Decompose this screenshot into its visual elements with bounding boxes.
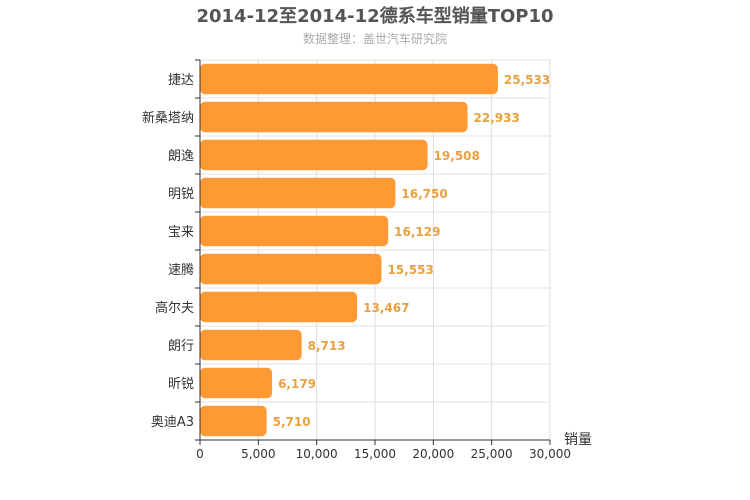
- category-label: 昕锐: [168, 377, 194, 392]
- data-label: 19,508: [434, 149, 480, 163]
- category-label: 朗行: [168, 339, 194, 354]
- data-label: 5,710: [273, 415, 311, 429]
- data-label: 16,750: [401, 187, 447, 201]
- category-label: 宝来: [168, 225, 194, 240]
- bar[interactable]: [200, 329, 302, 361]
- category-label: 奥迪A3: [151, 415, 194, 430]
- data-label: 22,933: [474, 111, 520, 125]
- bar[interactable]: [200, 405, 267, 437]
- chart-subtitle: 数据整理：盖世汽车研究院: [302, 32, 447, 46]
- value-tick-label: 0: [196, 447, 204, 461]
- data-label: 13,467: [363, 301, 409, 315]
- data-label: 16,129: [394, 225, 440, 239]
- bar[interactable]: [200, 367, 273, 399]
- category-label: 高尔夫: [155, 300, 194, 316]
- value-axis-title: 销量: [564, 432, 592, 448]
- category-label: 新桑塔纳: [142, 110, 194, 126]
- bar[interactable]: [200, 253, 382, 285]
- chart-title: 2014-12至2014-12德系车型销量TOP10: [196, 6, 554, 27]
- bar[interactable]: [200, 101, 468, 133]
- value-tick-label: 25,000: [471, 447, 513, 461]
- data-label: 25,533: [504, 73, 550, 87]
- value-tick-label: 10,000: [296, 447, 338, 461]
- bar[interactable]: [200, 291, 358, 323]
- data-label: 6,179: [278, 377, 316, 391]
- category-label: 速腾: [168, 262, 194, 278]
- bar[interactable]: [200, 139, 428, 171]
- data-label: 8,713: [308, 339, 346, 353]
- value-tick-label: 20,000: [412, 447, 454, 461]
- data-label: 15,553: [387, 263, 433, 277]
- category-label: 朗逸: [168, 149, 194, 164]
- value-tick-label: 30,000: [529, 447, 571, 461]
- category-label: 明锐: [168, 187, 194, 202]
- bar[interactable]: [200, 63, 498, 95]
- category-label: 捷达: [168, 73, 194, 88]
- value-tick-label: 15,000: [354, 447, 396, 461]
- value-tick-label: 5,000: [241, 447, 275, 461]
- bar[interactable]: [200, 215, 389, 247]
- bar[interactable]: [200, 177, 396, 209]
